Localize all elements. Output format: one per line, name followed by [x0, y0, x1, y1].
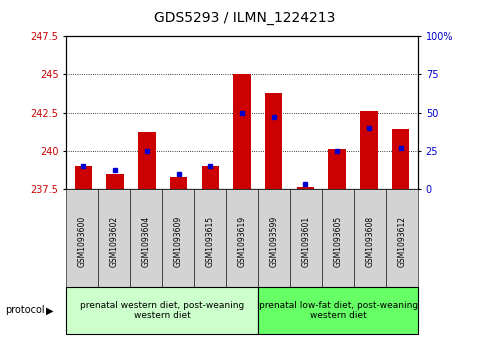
- Bar: [106, 174, 123, 189]
- Text: GSM1093605: GSM1093605: [333, 216, 342, 267]
- Text: prenatal low-fat diet, post-weaning
western diet: prenatal low-fat diet, post-weaning west…: [258, 301, 417, 320]
- Bar: [138, 132, 155, 189]
- Bar: [169, 176, 187, 189]
- Text: GSM1093619: GSM1093619: [237, 216, 246, 267]
- Bar: [391, 129, 408, 189]
- Bar: [264, 93, 282, 189]
- Text: GSM1093600: GSM1093600: [78, 216, 86, 267]
- Bar: [201, 166, 219, 189]
- Legend: count, percentile rank within the sample: count, percentile rank within the sample: [71, 303, 251, 326]
- Bar: [233, 74, 250, 189]
- Text: GSM1093615: GSM1093615: [205, 216, 214, 267]
- Bar: [328, 149, 345, 189]
- Bar: [360, 111, 377, 189]
- Text: protocol: protocol: [5, 305, 44, 315]
- Text: GSM1093599: GSM1093599: [269, 216, 278, 267]
- Text: ▶: ▶: [46, 305, 54, 315]
- Text: GDS5293 / ILMN_1224213: GDS5293 / ILMN_1224213: [154, 11, 334, 25]
- Text: prenatal western diet, post-weaning
western diet: prenatal western diet, post-weaning west…: [80, 301, 244, 320]
- Text: GSM1093609: GSM1093609: [173, 216, 182, 267]
- Text: GSM1093602: GSM1093602: [109, 216, 118, 267]
- Bar: [75, 166, 92, 189]
- Text: GSM1093601: GSM1093601: [301, 216, 310, 267]
- Bar: [296, 187, 314, 189]
- Text: GSM1093612: GSM1093612: [397, 216, 406, 267]
- Text: GSM1093608: GSM1093608: [365, 216, 374, 267]
- Text: GSM1093604: GSM1093604: [141, 216, 150, 267]
